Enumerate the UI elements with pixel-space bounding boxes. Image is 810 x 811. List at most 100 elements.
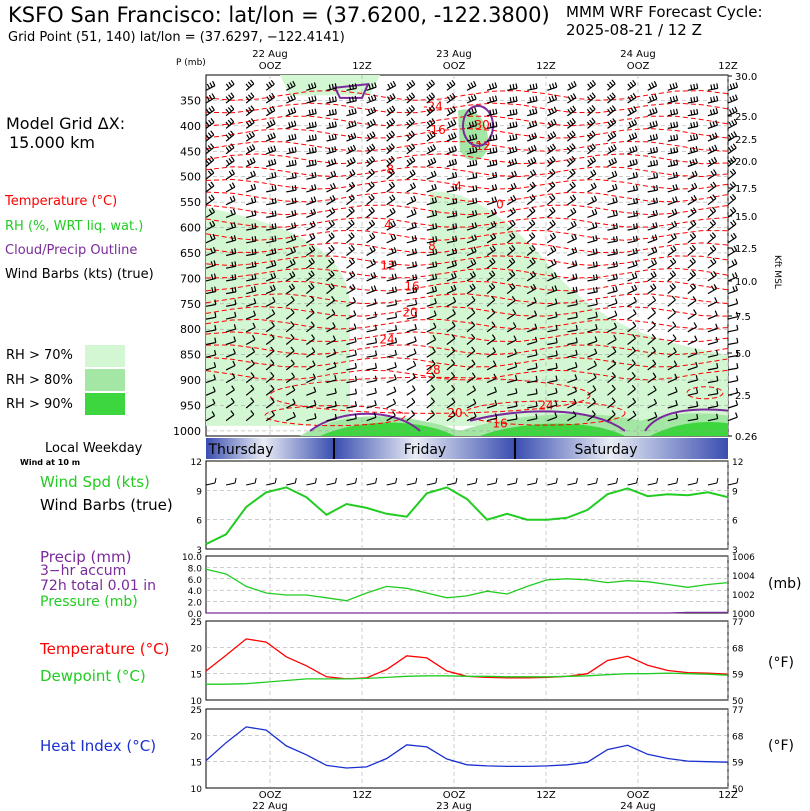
isotherm-label: 20 (402, 305, 417, 319)
wind-barb (627, 235, 638, 244)
wind-barb (466, 222, 478, 231)
wind-barb (606, 92, 616, 104)
wind-barb (667, 283, 676, 295)
wind-barb (346, 206, 355, 218)
wind-barb (607, 131, 617, 142)
heat-index-tick: 10 (191, 785, 203, 795)
wind-barb (707, 245, 717, 256)
wind-barb (446, 334, 456, 345)
top-time-label: 12Z (718, 61, 738, 72)
wind-barb (326, 146, 337, 155)
wind-barb (667, 146, 679, 155)
wind-barb (506, 170, 517, 180)
wind-barb (426, 261, 438, 269)
wind-barb (587, 274, 598, 282)
wind-barb (286, 80, 296, 91)
rh90-area (480, 423, 625, 436)
wind-barb (687, 244, 696, 256)
wind-barb (225, 79, 235, 91)
wind-barb (426, 144, 437, 155)
wind-barb (225, 117, 235, 129)
surface-wind-barb (246, 477, 257, 486)
wind-barb (406, 130, 415, 142)
wind-barb (285, 333, 295, 345)
wind-barb (205, 93, 216, 104)
weekday-label: Saturday (574, 442, 637, 458)
wind-barb (306, 184, 317, 193)
wind-barb (366, 285, 377, 295)
wind-barb (506, 195, 517, 206)
wind-barb (687, 388, 699, 396)
wind-barb (466, 295, 476, 307)
wind-barb (506, 219, 516, 231)
height-tick-label: 5.0 (735, 349, 751, 360)
wind-barb (587, 348, 598, 358)
wind-barb (486, 245, 496, 256)
wind-barb (707, 310, 718, 320)
wind-barb (446, 92, 456, 104)
wind-barb (346, 349, 357, 358)
wind-barb (667, 400, 678, 409)
wind-barb (647, 246, 658, 257)
wind-barb (266, 210, 277, 218)
wind-barb (667, 171, 679, 180)
wind-barb (326, 244, 335, 256)
weekday-label: Friday (404, 442, 446, 458)
wind-barb (406, 410, 416, 422)
pressure-label: Pressure (mb) (40, 594, 138, 610)
pressure-tick-label: 850 (180, 349, 201, 362)
wind-barb (486, 184, 498, 193)
wind-barb (707, 362, 719, 371)
wind-barb (326, 401, 337, 409)
wind-barb (446, 247, 458, 257)
wind-barb (406, 372, 416, 384)
pressure-panel-frame (205, 555, 729, 614)
wind-barb (647, 197, 659, 206)
wind-barb (346, 144, 357, 155)
wind-barb (547, 106, 557, 117)
wind-barb (707, 120, 718, 129)
wind-barb (246, 298, 257, 307)
wind-barb (446, 145, 457, 155)
heat-index-f-tick: 50 (732, 785, 744, 795)
wind-barb (627, 106, 637, 117)
wind-barb (486, 121, 498, 129)
wind-barb (225, 169, 236, 180)
wind-barb (627, 321, 637, 333)
wind-barb (526, 181, 536, 193)
pressure-tick: 1004 (732, 572, 755, 582)
wind-barb (386, 362, 397, 371)
wind-barb (546, 219, 556, 231)
wind-barb (426, 372, 436, 384)
pressure-axis-label: P (mb) (176, 58, 206, 68)
temperature-tick: 25 (191, 618, 202, 628)
wind-barb (526, 245, 536, 256)
pressure-tick-label: 950 (180, 399, 201, 412)
surface-wind-barb (406, 477, 418, 486)
wind-barb (707, 283, 718, 295)
wind-barb (527, 336, 538, 346)
wind-barb (687, 348, 698, 358)
legend-rh70-swatch (85, 345, 125, 367)
isotherm-line (464, 400, 626, 426)
wind-barb (627, 384, 636, 396)
precip-tick: 4.0 (188, 587, 203, 597)
temperature-tick: 20 (191, 644, 203, 654)
wind-barb (486, 95, 498, 104)
wind-barb (245, 384, 255, 396)
wind-barb (265, 334, 275, 345)
wind-barb (647, 359, 657, 371)
wind-barb (306, 347, 316, 358)
wind-barb (526, 310, 538, 320)
wind-barb (526, 257, 536, 269)
wind-barb (426, 92, 436, 104)
surface-wind-barb (225, 477, 237, 486)
wind-barb (567, 233, 578, 244)
wind-barb (546, 232, 557, 244)
wind-barb (366, 400, 377, 409)
wind-barb (547, 118, 557, 129)
heat-index-unit: (°F) (768, 738, 794, 754)
wind-barb (647, 172, 659, 180)
height-tick-label: 10.0 (735, 277, 757, 288)
wind-barb (286, 197, 297, 206)
